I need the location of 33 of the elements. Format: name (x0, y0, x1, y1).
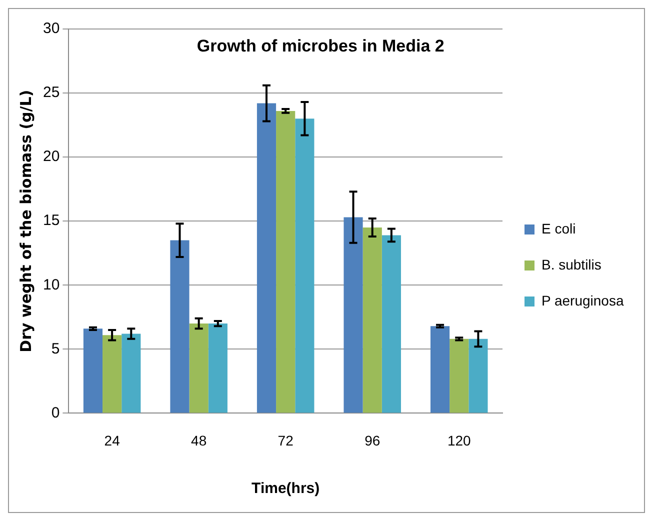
y-axis-title: Dry weght of the biomass (g/L) (16, 90, 35, 352)
x-tick-label: 72 (278, 432, 294, 448)
y-tick-label: 5 (51, 340, 60, 358)
bar (362, 228, 382, 413)
y-tick-label: 30 (42, 20, 60, 38)
bar (122, 334, 141, 413)
bar (189, 324, 208, 413)
bar (295, 118, 314, 413)
x-tick-label: 48 (191, 432, 207, 448)
y-tick-label: 10 (42, 276, 60, 294)
legend-label: B. subtilis (541, 256, 602, 272)
y-tick-label: 0 (51, 404, 60, 422)
bar (450, 338, 469, 413)
x-tick-label: 120 (447, 432, 472, 448)
bar (170, 240, 190, 413)
x-tick-label: 96 (364, 432, 380, 448)
x-tick-label: 24 (104, 432, 120, 448)
legend-label: P aeruginosa (541, 292, 624, 308)
y-tick-label: 25 (42, 84, 60, 102)
bar (256, 103, 276, 413)
legend-label: E coli (541, 220, 576, 236)
y-tick-label: 20 (42, 148, 60, 166)
bar (208, 324, 228, 413)
bar (468, 338, 488, 413)
bar (83, 328, 103, 413)
y-tick-label: 15 (42, 212, 60, 230)
bar (102, 335, 122, 413)
bar (382, 235, 401, 413)
x-axis-title: Time(hrs) (252, 480, 320, 498)
text: Growth of microbes in Media 2 (196, 36, 444, 56)
bar (344, 217, 363, 413)
bar (276, 110, 296, 413)
bar (430, 326, 450, 413)
